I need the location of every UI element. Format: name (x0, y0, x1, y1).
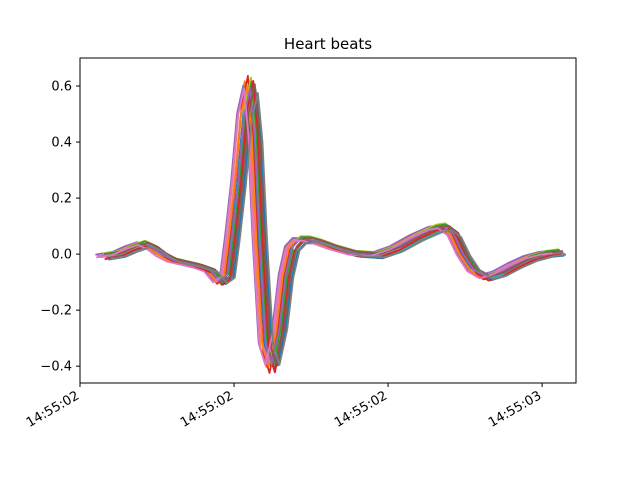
heartbeat-series-15 (102, 87, 559, 365)
heartbeat-series-1 (101, 85, 558, 368)
y-tick-label: 0.0 (51, 248, 72, 263)
y-tick-label: 0.6 (51, 80, 72, 95)
heartbeat-series-10 (109, 94, 566, 363)
series-layer (95, 75, 567, 374)
y-tick-label: 0.2 (51, 192, 72, 207)
y-tick-label: −0.2 (40, 304, 72, 319)
heartbeat-series-14 (105, 80, 562, 374)
y-tick-label: 0.4 (51, 136, 72, 151)
heartbeat-series-4 (99, 75, 557, 374)
chart-title: Heart beats (284, 35, 372, 53)
heartbeat-series-9 (102, 76, 560, 368)
heartbeat-series-2 (96, 80, 554, 368)
heartbeat-series-12 (99, 85, 556, 368)
heartbeat-series-11 (108, 93, 565, 367)
heartbeat-series-5 (95, 84, 552, 364)
plot-frame (79, 57, 577, 384)
heartbeat-series-16 (106, 83, 564, 366)
y-axis: −0.4 −0.2 0.0 0.2 0.4 0.6 (40, 80, 80, 375)
y-tick-label: −0.4 (40, 360, 72, 375)
x-tick-label: 14:55:02 (24, 388, 82, 430)
x-tick-label: 14:55:02 (178, 388, 236, 430)
x-axis: 14:55:02 14:55:02 14:55:02 14:55:03 (24, 383, 544, 431)
heartbeat-series-6 (104, 85, 561, 371)
heartbeat-series-13 (103, 80, 560, 366)
x-tick-label: 14:55:02 (332, 388, 390, 430)
heartbeat-series-7 (98, 90, 555, 362)
heartbeat-series-17 (96, 87, 553, 367)
heartbeat-series-18 (109, 92, 567, 366)
heartbeat-series-8 (107, 88, 564, 365)
heartbeat-series-3 (106, 91, 563, 366)
x-tick-label: 14:55:03 (486, 388, 544, 430)
